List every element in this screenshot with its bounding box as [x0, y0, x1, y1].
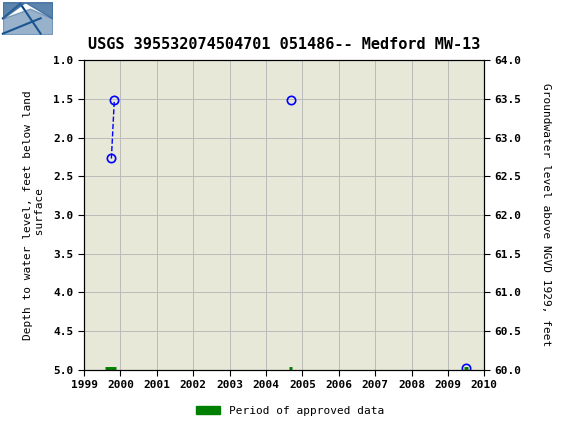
FancyBboxPatch shape: [3, 3, 90, 34]
Text: USGS: USGS: [452, 11, 499, 26]
Y-axis label: Depth to water level, feet below land
 surface: Depth to water level, feet below land su…: [24, 90, 45, 340]
Y-axis label: Groundwater level above NGVD 1929, feet: Groundwater level above NGVD 1929, feet: [541, 83, 551, 347]
Legend: Period of approved data: Period of approved data: [191, 401, 389, 420]
Title: USGS 395532074504701 051486-- Medford MW-13: USGS 395532074504701 051486-- Medford MW…: [88, 37, 480, 52]
FancyBboxPatch shape: [3, 3, 41, 34]
